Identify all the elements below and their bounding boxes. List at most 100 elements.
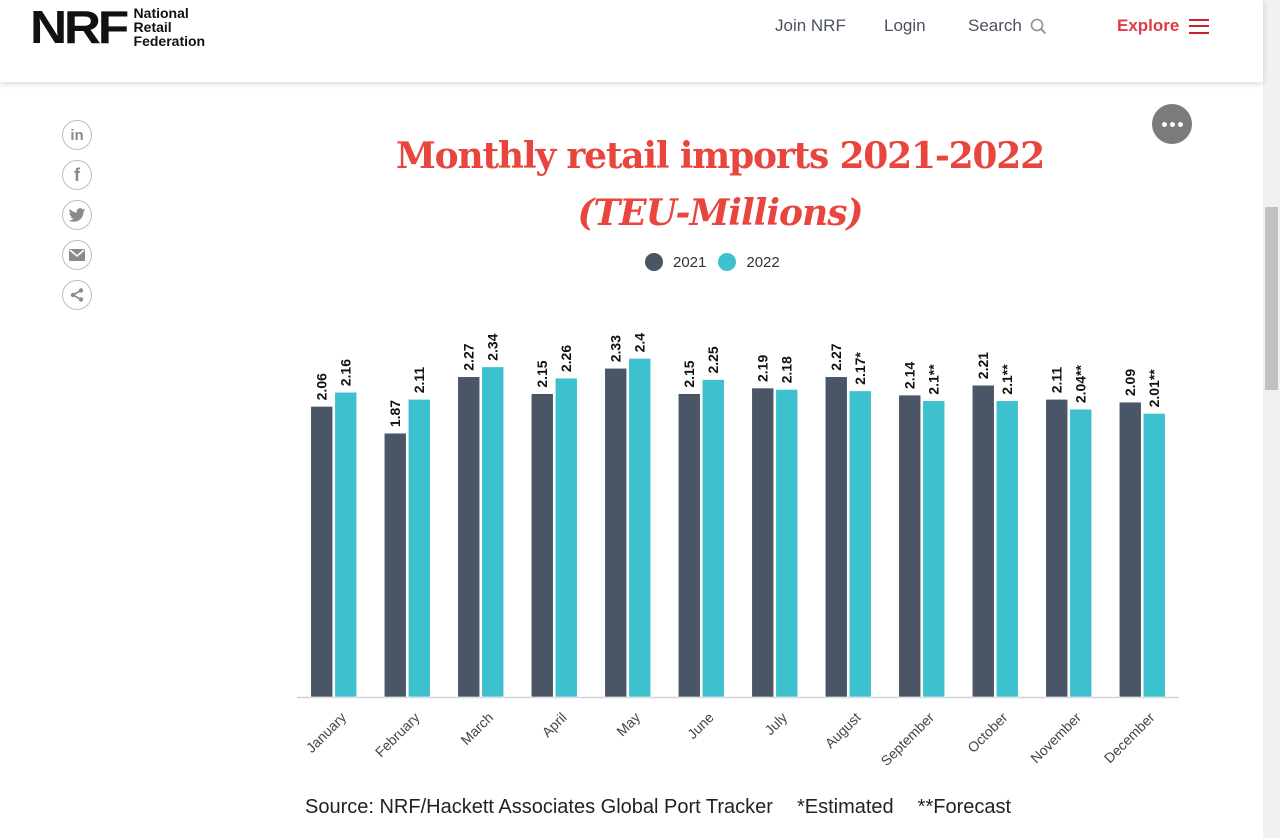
chart-title: Monthly retail imports 2021-2022 bbox=[396, 135, 1045, 177]
linkedin-share-button[interactable]: in bbox=[62, 120, 92, 150]
chart-legend: 2021 2022 bbox=[645, 253, 792, 271]
ellipsis-icon bbox=[1161, 121, 1167, 127]
data-label-2021-august: 2.27 bbox=[828, 343, 844, 370]
data-label-2022-november: 2.04** bbox=[1073, 364, 1089, 403]
more-options-button[interactable] bbox=[1152, 104, 1192, 144]
bar-2021-march[interactable] bbox=[457, 376, 481, 698]
data-label-2021-november: 2.11 bbox=[1049, 367, 1065, 394]
x-tick-label-october: October bbox=[964, 709, 1011, 756]
logo-line: National bbox=[133, 5, 189, 21]
nav-search-button[interactable]: Search bbox=[968, 16, 1047, 36]
x-tick-label-november: November bbox=[1027, 709, 1084, 766]
logo-line: Federation bbox=[133, 33, 206, 49]
x-tick-label-february: February bbox=[372, 709, 423, 760]
data-label-2021-july: 2.19 bbox=[755, 355, 771, 382]
share-icon bbox=[70, 288, 84, 302]
nrf-logo[interactable]: NRF National Retail Federation bbox=[30, 1, 206, 53]
bar-2021-july[interactable] bbox=[751, 387, 775, 698]
data-label-2022-january: 2.16 bbox=[338, 359, 354, 386]
x-tick-label-december: December bbox=[1101, 709, 1158, 766]
twitter-share-button[interactable] bbox=[62, 200, 92, 230]
estimated-note: *Estimated bbox=[796, 796, 894, 818]
explore-label: Explore bbox=[1117, 16, 1180, 35]
bar-2022-november[interactable] bbox=[1069, 408, 1093, 698]
x-tick-label-september: September bbox=[877, 709, 937, 769]
bar-2021-january[interactable] bbox=[310, 406, 334, 698]
bar-2022-december[interactable] bbox=[1142, 413, 1166, 698]
forecast-note: **Forecast bbox=[917, 796, 1012, 818]
scrollbar-track[interactable] bbox=[1263, 0, 1280, 838]
legend-swatch-2022 bbox=[718, 253, 737, 271]
bar-2022-september[interactable] bbox=[922, 400, 946, 698]
bar-2022-june[interactable] bbox=[701, 379, 725, 698]
bar-2021-february[interactable] bbox=[383, 432, 407, 698]
data-label-2021-october: 2.21 bbox=[975, 352, 991, 379]
bar-2022-april[interactable] bbox=[554, 377, 578, 698]
bar-2021-april[interactable] bbox=[530, 393, 554, 698]
data-label-2022-april: 2.26 bbox=[558, 345, 574, 372]
chart-subtitle: (TEU-Millions) bbox=[577, 192, 863, 234]
legend-item-2022[interactable]: 2022 bbox=[718, 253, 780, 271]
bar-2022-july[interactable] bbox=[775, 389, 799, 698]
bar-2022-august[interactable] bbox=[848, 390, 872, 698]
x-tick-label-may: May bbox=[613, 709, 643, 739]
data-label-2021-march: 2.27 bbox=[461, 343, 477, 370]
ellipsis-dot bbox=[1177, 121, 1183, 127]
logo-line: Retail bbox=[133, 19, 172, 35]
bar-2021-october[interactable] bbox=[971, 384, 995, 698]
data-label-2022-october: 2.1** bbox=[999, 364, 1015, 395]
logo-mark: NRF bbox=[30, 1, 129, 53]
bar-2021-november[interactable] bbox=[1045, 398, 1069, 698]
data-label-2021-june: 2.15 bbox=[681, 360, 697, 387]
bar-2021-june[interactable] bbox=[677, 393, 701, 698]
data-label-2022-july: 2.18 bbox=[779, 356, 795, 383]
data-label-2022-june: 2.25 bbox=[705, 346, 721, 373]
bar-2022-january[interactable] bbox=[334, 391, 358, 698]
bar-2021-december[interactable] bbox=[1118, 401, 1142, 698]
bar-2022-march[interactable] bbox=[481, 366, 505, 698]
site-header: NRF National Retail Federation Join NRF … bbox=[0, 0, 1263, 82]
data-label-2022-august: 2.17* bbox=[852, 352, 868, 385]
search-label: Search bbox=[968, 16, 1022, 35]
source-text: Source: NRF/Hackett Associates Global Po… bbox=[305, 796, 773, 818]
legend-item-2021[interactable]: 2021 bbox=[645, 253, 706, 271]
x-tick-label-january: January bbox=[303, 709, 350, 756]
nav-join-link[interactable]: Join NRF bbox=[775, 16, 846, 35]
email-share-button[interactable] bbox=[62, 240, 92, 270]
data-label-2021-may: 2.33 bbox=[608, 335, 624, 362]
bar-2022-may[interactable] bbox=[628, 358, 652, 698]
hamburger-menu-icon bbox=[1189, 18, 1210, 34]
bar-2021-may[interactable] bbox=[604, 367, 628, 698]
x-tick-label-march: March bbox=[457, 709, 496, 748]
data-label-2021-september: 2.14 bbox=[902, 362, 918, 389]
email-icon bbox=[69, 249, 85, 261]
bar-2022-october[interactable] bbox=[995, 400, 1019, 698]
chart-source-note: Source: NRF/Hackett Associates Global Po… bbox=[305, 796, 1035, 819]
legend-swatch-2021 bbox=[645, 253, 663, 271]
legend-label-2021: 2021 bbox=[673, 253, 707, 271]
bar-2021-september[interactable] bbox=[898, 394, 922, 698]
data-label-2022-may: 2.4 bbox=[632, 333, 648, 353]
scrollbar-thumb[interactable] bbox=[1265, 207, 1278, 390]
facebook-share-button[interactable]: f bbox=[62, 160, 92, 190]
facebook-icon: f bbox=[74, 164, 80, 185]
data-label-2021-april: 2.15 bbox=[534, 360, 550, 387]
nav-login-link[interactable]: Login bbox=[884, 16, 926, 35]
data-label-2021-december: 2.09 bbox=[1122, 369, 1138, 396]
legend-label-2022: 2022 bbox=[746, 253, 780, 271]
share-button[interactable] bbox=[62, 280, 92, 310]
data-label-2021-january: 2.06 bbox=[314, 373, 330, 400]
data-label-2022-september: 2.1** bbox=[926, 364, 942, 395]
bar-2021-august[interactable] bbox=[824, 376, 848, 698]
ellipsis-dot bbox=[1169, 121, 1175, 127]
bar-2022-february[interactable] bbox=[407, 398, 431, 698]
data-label-2022-february: 2.11 bbox=[411, 367, 427, 394]
x-tick-label-july: July bbox=[761, 709, 790, 738]
twitter-icon bbox=[68, 207, 86, 222]
data-label-2022-march: 2.34 bbox=[485, 333, 501, 360]
logo-wordmark: National Retail Federation bbox=[134, 6, 206, 48]
nav-explore-button[interactable]: Explore bbox=[1117, 16, 1210, 36]
search-icon bbox=[1030, 18, 1047, 34]
data-label-2022-december: 2.01** bbox=[1146, 369, 1162, 408]
